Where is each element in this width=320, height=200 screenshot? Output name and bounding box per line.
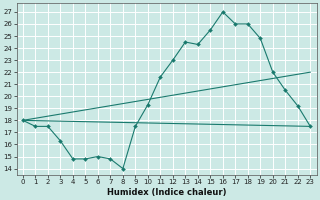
X-axis label: Humidex (Indice chaleur): Humidex (Indice chaleur) — [107, 188, 226, 197]
